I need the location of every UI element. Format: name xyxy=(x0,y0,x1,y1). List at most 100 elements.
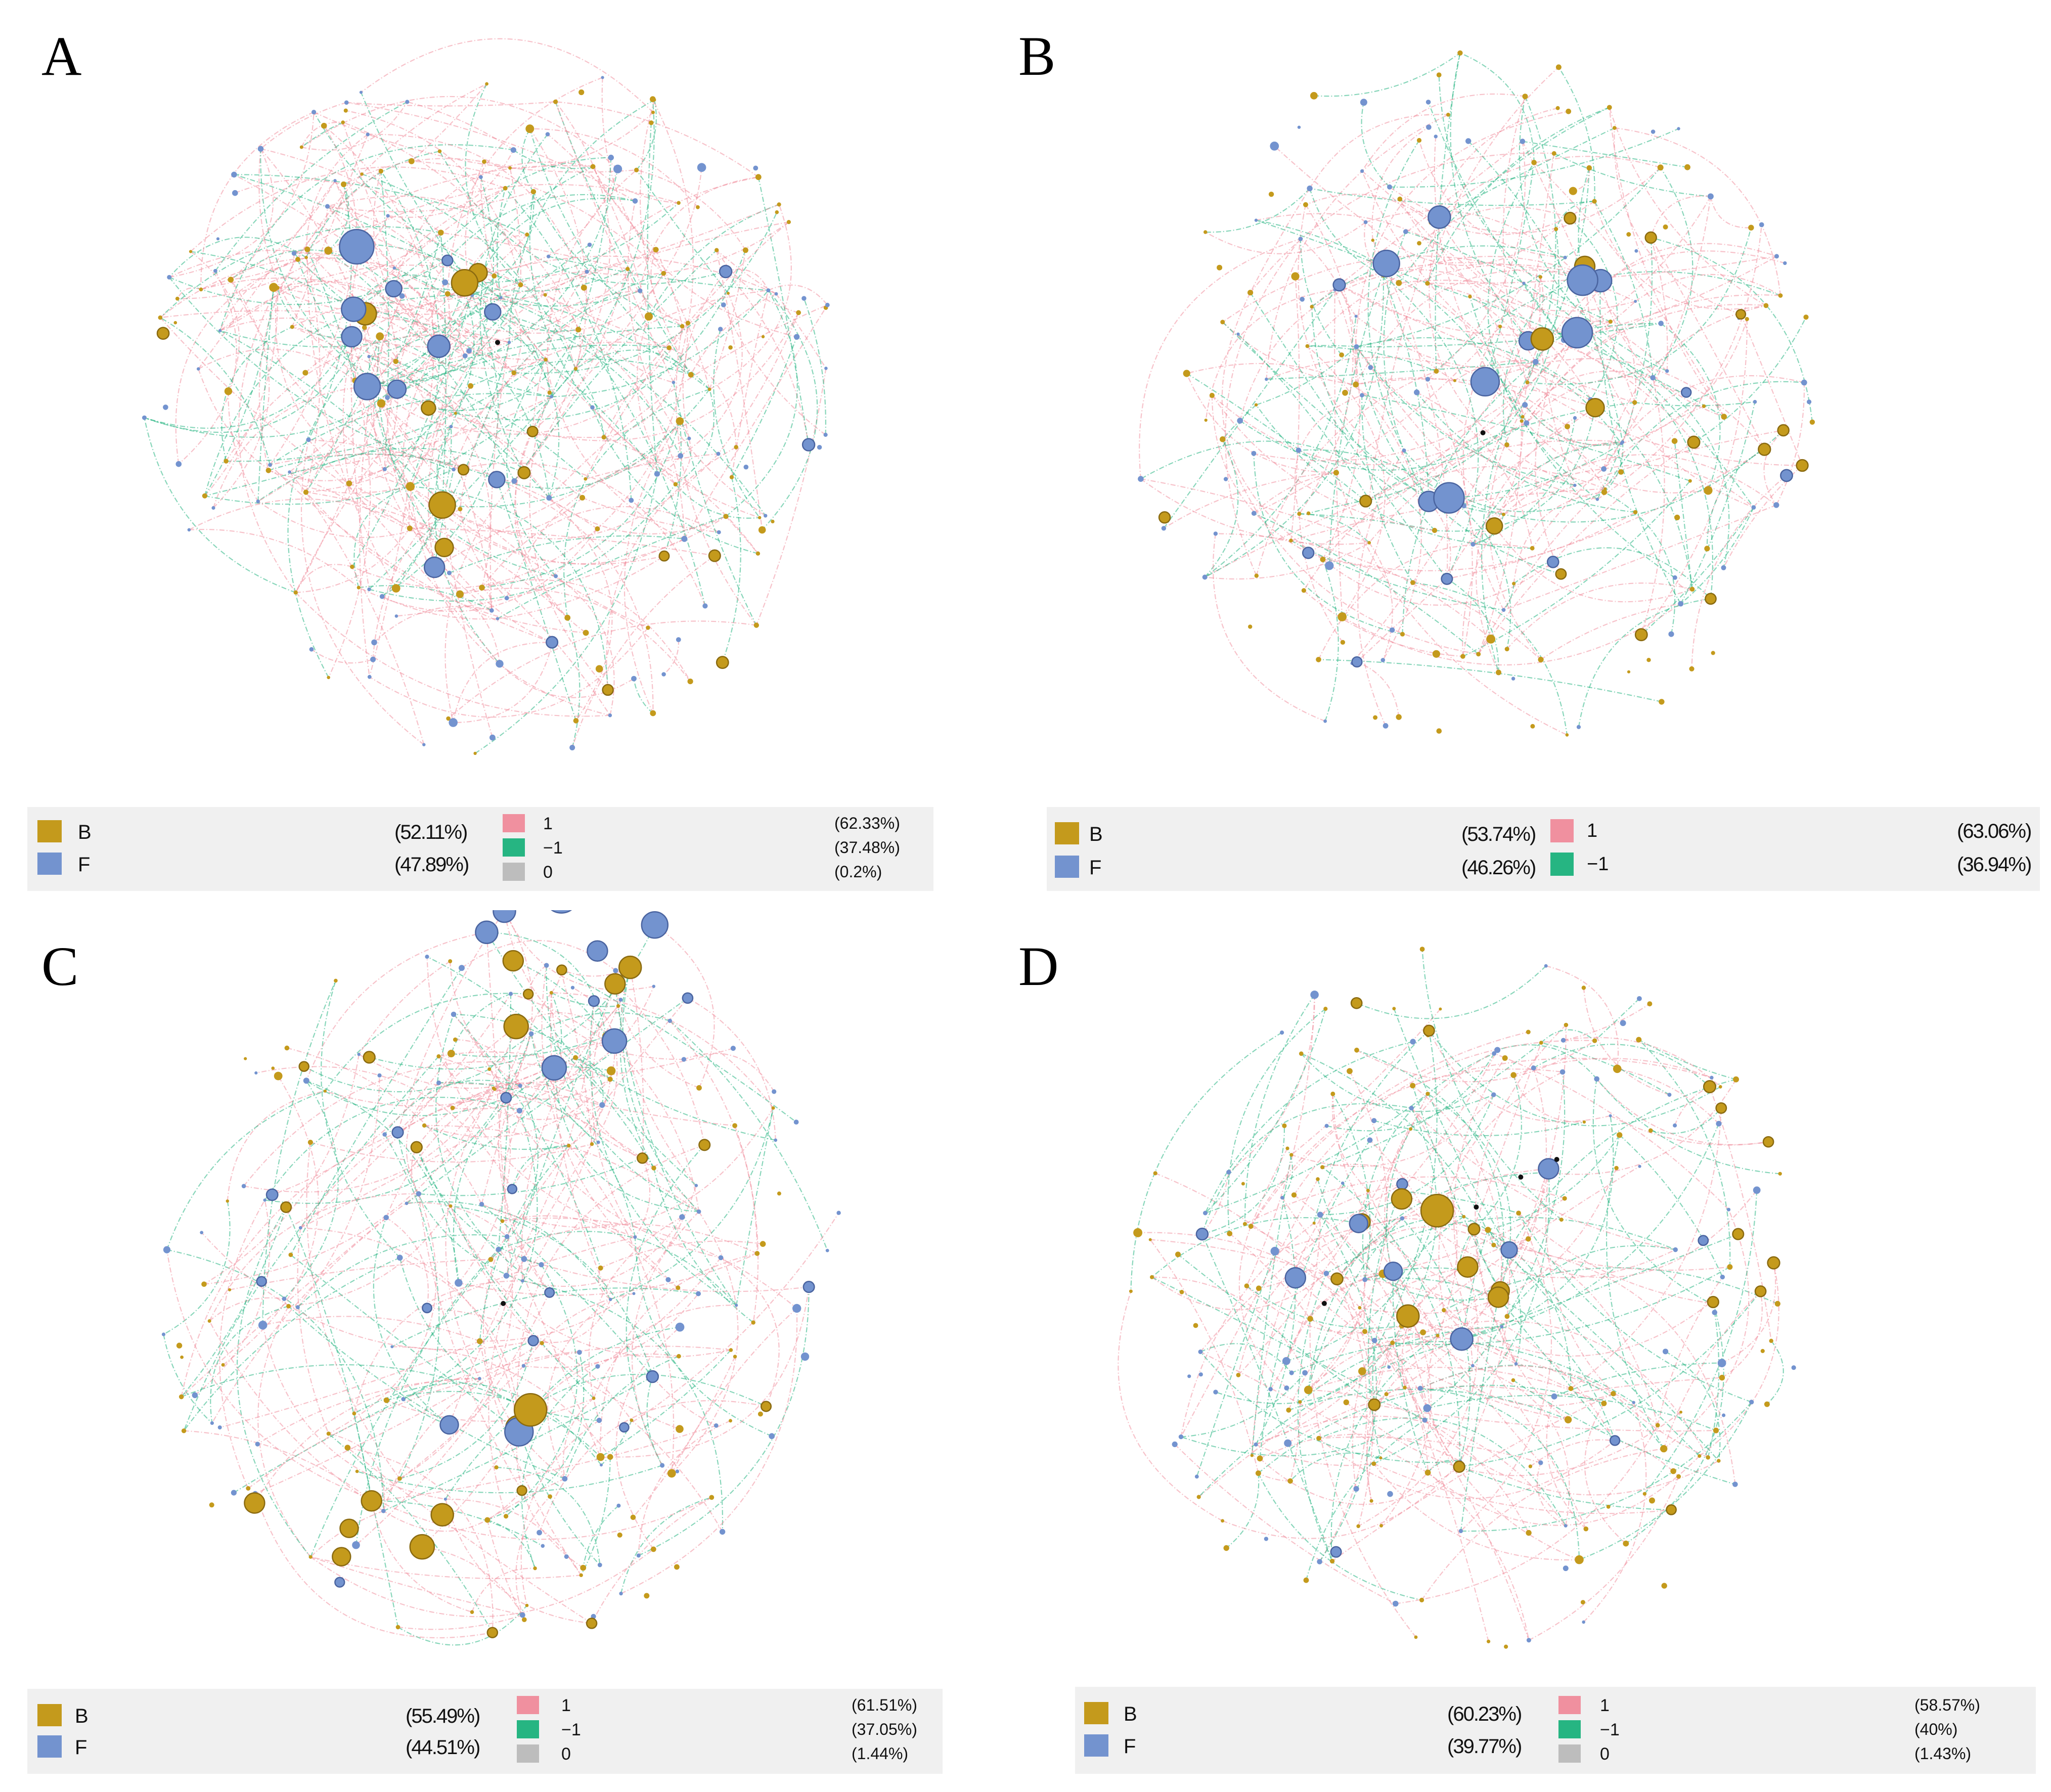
node-bacteria xyxy=(1371,1461,1376,1466)
node-bacteria xyxy=(430,1503,454,1527)
edge-negative xyxy=(1250,292,1448,579)
node-bacteria xyxy=(522,989,534,1000)
edge-positive xyxy=(1513,1058,1712,1079)
node-bacteria xyxy=(1337,612,1347,621)
node-fungi xyxy=(392,266,396,270)
node-bacteria xyxy=(1778,1172,1782,1176)
edge-positive xyxy=(1368,277,1541,500)
node-fungi xyxy=(1317,1559,1322,1564)
edge-positive xyxy=(547,169,637,393)
node-fungi xyxy=(817,444,822,450)
node-fungi xyxy=(1280,1196,1284,1200)
node-fungi xyxy=(341,326,363,348)
node-bacteria xyxy=(1358,1306,1362,1310)
edge-positive xyxy=(551,993,654,1169)
node-bacteria xyxy=(504,1514,509,1519)
edge-positive xyxy=(272,1053,452,1195)
node-bacteria xyxy=(1608,320,1613,324)
edge-positive xyxy=(1386,1338,1462,1395)
node-bacteria xyxy=(1688,479,1692,483)
node-bacteria xyxy=(1247,290,1254,296)
edge-positive xyxy=(504,911,654,991)
edge-negative xyxy=(1258,1384,1604,1474)
edge-positive xyxy=(426,957,636,1238)
edge-negative xyxy=(1469,296,1675,578)
node-bacteria xyxy=(753,622,760,628)
node-bacteria xyxy=(395,1625,400,1630)
node-bacteria xyxy=(1410,1083,1416,1089)
node-fungi xyxy=(1360,99,1367,106)
edge-negative xyxy=(427,956,654,1169)
node-bacteria xyxy=(1498,325,1502,329)
node-fungi xyxy=(1353,1486,1359,1492)
edge-positive xyxy=(1459,1249,1510,1462)
edge-positive xyxy=(1431,156,1661,223)
node-fungi xyxy=(1251,451,1257,456)
node-bacteria xyxy=(1644,231,1657,244)
edge-positive xyxy=(177,250,329,299)
edge-positive xyxy=(1291,1094,1494,1168)
edge-positive xyxy=(459,509,507,599)
node-bacteria xyxy=(1390,1340,1395,1346)
edge-positive xyxy=(305,134,368,258)
edge-negative xyxy=(183,1257,400,1431)
node-fungi xyxy=(718,327,723,332)
node-fungi xyxy=(1323,1271,1329,1276)
edge-positive xyxy=(198,369,409,494)
node-fungi xyxy=(696,1209,701,1214)
node-bacteria xyxy=(1307,1316,1313,1322)
node-bacteria xyxy=(1760,1349,1765,1353)
edge-negative xyxy=(1204,439,1239,578)
edge-positive xyxy=(1307,345,1386,617)
edge-positive xyxy=(387,215,670,348)
node-fungi xyxy=(1563,255,1567,259)
edge-positive xyxy=(1478,471,1622,655)
edge-negative xyxy=(1446,578,1499,673)
edge-negative xyxy=(368,356,556,577)
edge-positive xyxy=(600,1252,757,1457)
edge-positive xyxy=(450,1205,680,1430)
edge-positive xyxy=(200,111,315,290)
node-fungi xyxy=(735,1304,738,1307)
node-bacteria xyxy=(564,614,571,621)
edge-positive xyxy=(477,272,676,485)
panel-label: C xyxy=(41,935,79,997)
node-bacteria xyxy=(454,412,457,415)
node-fungi xyxy=(1650,375,1656,381)
edge-positive xyxy=(1373,1238,1529,1405)
edge-negative xyxy=(1434,407,1596,532)
edge-positive xyxy=(1140,478,1369,545)
edge-negative xyxy=(1226,1473,1260,1549)
legend-swatch-positive xyxy=(517,1696,539,1714)
node-bacteria xyxy=(1462,1215,1466,1219)
edge-positive xyxy=(176,287,201,299)
node-fungi xyxy=(217,1425,222,1429)
edge-positive xyxy=(663,639,679,675)
edge-negative xyxy=(506,359,556,577)
node-bacteria xyxy=(1457,1256,1479,1278)
edge-positive xyxy=(254,1378,480,1504)
node-bacteria xyxy=(355,1469,359,1473)
node-fungi xyxy=(1567,264,1598,296)
node-bacteria xyxy=(503,1013,529,1040)
node-bacteria xyxy=(503,186,508,191)
node-bacteria xyxy=(1565,733,1569,737)
edge-positive xyxy=(204,288,279,497)
edge-negative xyxy=(1472,441,1623,545)
node-fungi xyxy=(1354,315,1358,318)
node-bacteria xyxy=(1217,264,1223,271)
edge-negative xyxy=(219,297,502,348)
node-fungi xyxy=(288,470,291,474)
node-fungi xyxy=(793,1119,799,1125)
node-fungi xyxy=(1561,317,1593,349)
edge-negative xyxy=(803,298,827,435)
node-fungi xyxy=(541,1544,545,1548)
node-fungi xyxy=(210,1421,214,1425)
edge-positive xyxy=(1256,371,1437,576)
edge-positive xyxy=(306,1142,400,1479)
edge-negative xyxy=(183,1281,262,1431)
node-fungi xyxy=(339,229,375,265)
node-fungi xyxy=(1726,1207,1731,1212)
node-bacteria xyxy=(1204,418,1208,422)
edge-negative xyxy=(181,1364,531,1411)
